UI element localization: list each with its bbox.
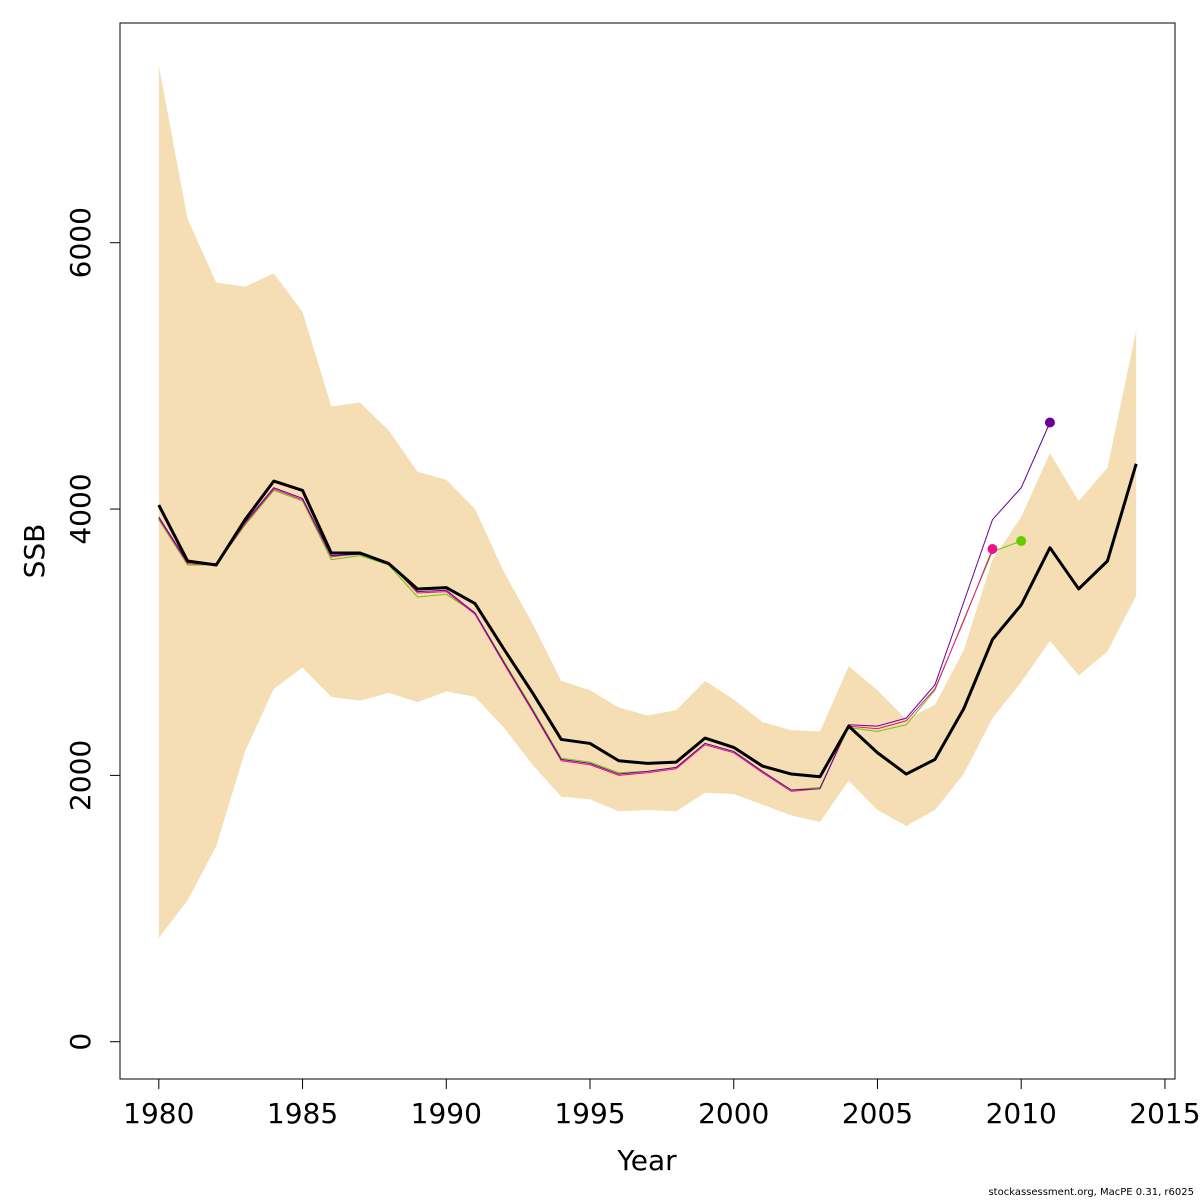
x-tick-label: 2010: [986, 1097, 1057, 1130]
x-tick-label: 1990: [411, 1097, 482, 1130]
x-axis-title: Year: [616, 1144, 677, 1177]
footer-credit: stockassessment.org, MacPE 0.31, r6025: [988, 1187, 1194, 1198]
x-tick-label: 2000: [698, 1097, 769, 1130]
y-tick-label: 4000: [64, 473, 97, 544]
x-axis: 1980 1985 1990 1995 2000 2005 2010 2015: [123, 1078, 1200, 1130]
y-axis-title: SSB: [18, 524, 51, 579]
retro-line-2: [158, 488, 993, 792]
x-tick-label: 1980: [123, 1097, 194, 1130]
confidence-band-layer: [158, 65, 1137, 938]
x-tick-label: 2005: [842, 1097, 913, 1130]
ssb-estimate-line: [157, 463, 1138, 779]
retro-endpoint-1: [1016, 536, 1027, 547]
y-tick-label: 2000: [64, 740, 97, 811]
x-tick-label: 1985: [267, 1097, 338, 1130]
x-tick-label: 1995: [554, 1097, 625, 1130]
retro-line-1: [158, 489, 1022, 791]
x-tick-label: 2015: [1129, 1097, 1200, 1130]
y-tick-label: 0: [64, 1033, 97, 1051]
series-layer: [157, 417, 1138, 792]
retro-endpoint-3: [1044, 417, 1055, 428]
confidence-band: [158, 65, 1137, 938]
y-tick-label: 6000: [64, 207, 97, 278]
retro-endpoint-2: [987, 544, 998, 555]
retro-line-3: [158, 422, 1051, 791]
y-axis: 0 2000 4000 6000: [64, 207, 121, 1051]
